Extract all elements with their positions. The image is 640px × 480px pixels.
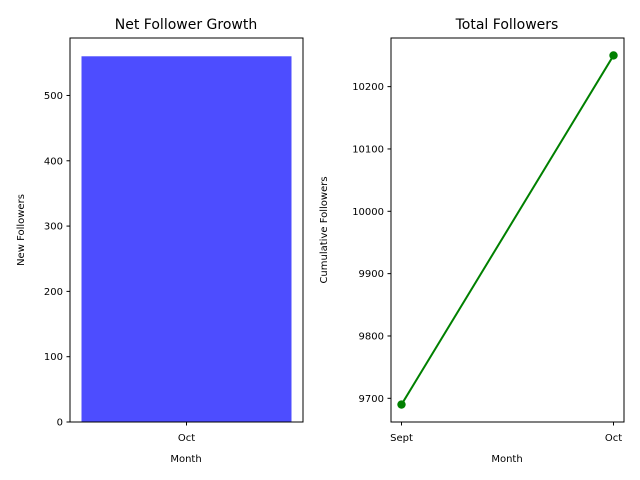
line-chart-y-tick-label: 9700 bbox=[359, 394, 384, 405]
line-chart-y-axis-label: Cumulative Followers bbox=[319, 176, 330, 283]
bar-chart-marks bbox=[81, 56, 292, 423]
bar-chart-y-tick-label: 400 bbox=[44, 156, 63, 167]
line-chart-x-ticks: Sept Oct bbox=[390, 422, 622, 444]
line-series bbox=[400, 54, 615, 406]
line-chart-y-tick-label: 10000 bbox=[352, 207, 384, 218]
line-point-oct bbox=[609, 51, 618, 60]
line-chart-y-tick-label: 10100 bbox=[352, 144, 384, 155]
bar-chart-y-tick-label: 100 bbox=[44, 352, 63, 363]
bar-chart-y-tick-label: 500 bbox=[44, 91, 63, 102]
line-chart-y-ticks: 9700 9800 9900 10000 10100 10200 bbox=[352, 82, 391, 405]
line-chart-x-axis-label: Month bbox=[491, 454, 522, 465]
line-chart-y-tick-label: 10200 bbox=[352, 82, 384, 93]
bar-oct bbox=[81, 56, 292, 423]
line-chart-y-tick-label: 9800 bbox=[359, 331, 384, 342]
bar-chart: Net Follower Growth 0 100 200 300 400 500 Oct… bbox=[16, 17, 304, 465]
bar-chart-y-tick-label: 200 bbox=[44, 287, 63, 298]
line-chart-title: Total Followers bbox=[455, 17, 559, 33]
line-chart-marks bbox=[397, 51, 618, 409]
bar-chart-x-tick-label: Oct bbox=[178, 433, 195, 444]
line-chart-y-tick-label: 9900 bbox=[359, 269, 384, 280]
line-point-sept bbox=[397, 400, 406, 409]
line-chart-frame bbox=[390, 37, 625, 423]
bar-chart-y-tick-label: 300 bbox=[44, 222, 63, 233]
bar-chart-x-axis-label: Month bbox=[170, 454, 201, 465]
bar-chart-title: Net Follower Growth bbox=[115, 17, 257, 33]
bar-chart-frame bbox=[69, 37, 304, 423]
bar-chart-y-axis-label: New Followers bbox=[16, 194, 27, 266]
line-chart-x-tick-label: Sept bbox=[390, 433, 413, 444]
bar-chart-y-tick-label: 0 bbox=[57, 418, 63, 429]
line-chart: Total Followers 9700 9800 9900 10000 10100 10… bbox=[319, 17, 625, 465]
bar-chart-x-ticks: Oct bbox=[178, 422, 195, 444]
bar-chart-y-ticks: 0 100 200 300 400 500 bbox=[44, 91, 70, 429]
line-chart-x-tick-label: Oct bbox=[605, 433, 622, 444]
